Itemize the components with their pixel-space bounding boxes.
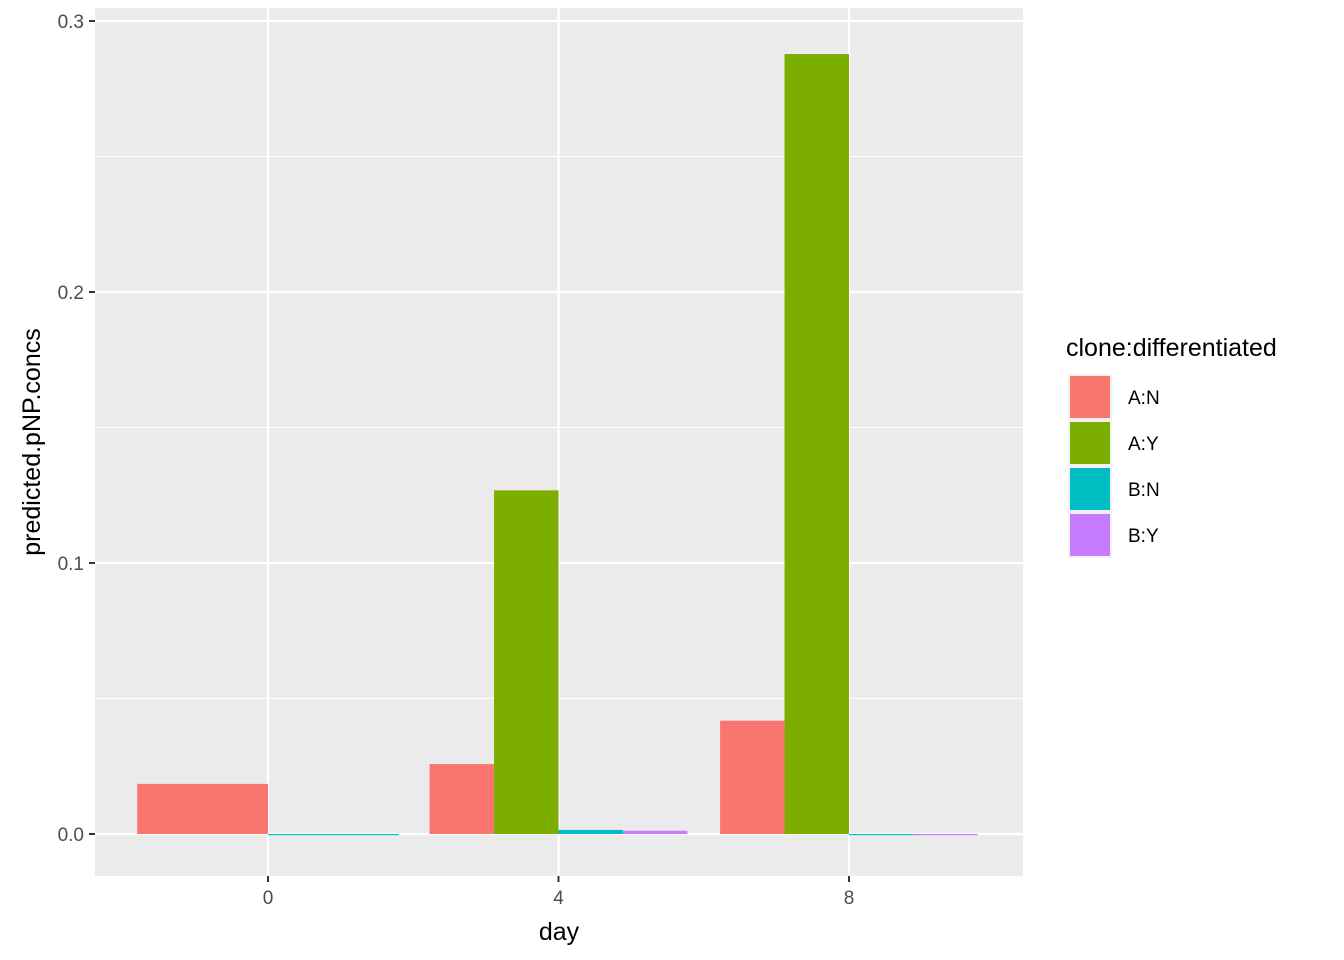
y-axis-title: predicted.pNP.concs — [18, 328, 46, 555]
legend-swatch — [1070, 376, 1110, 418]
bar-AN-day0 — [137, 783, 268, 834]
y-tick-label: 0.3 — [58, 12, 84, 33]
legend-swatch — [1070, 514, 1110, 556]
legend-swatch — [1070, 422, 1110, 464]
legend-swatch — [1070, 468, 1110, 510]
legend-label: A:N — [1128, 388, 1160, 409]
bar-BN-day4 — [558, 829, 623, 834]
bars — [137, 54, 978, 836]
y-tick-label: 0.2 — [58, 283, 84, 304]
bar-BN-day8 — [849, 834, 914, 836]
legend-label: A:Y — [1128, 434, 1159, 455]
y-axis: 0.0 0.1 0.2 0.3 — [58, 12, 95, 846]
y-tick-label: 0.1 — [58, 554, 84, 575]
x-tick-label: 8 — [844, 888, 855, 909]
legend: clone:differentiated A:N A:Y B:N B:Y — [1066, 334, 1277, 558]
x-tick-label: 0 — [263, 888, 274, 909]
bar-BY-day8 — [913, 834, 978, 836]
y-tick-label: 0.0 — [58, 825, 84, 846]
legend-title: clone:differentiated — [1066, 334, 1277, 362]
bar-AN-day8 — [720, 720, 785, 834]
bar-BN-day0 — [268, 834, 399, 836]
bar-BY-day4 — [622, 830, 688, 834]
bar-AY-day8 — [784, 54, 849, 834]
x-axis-title: day — [539, 918, 580, 946]
legend-label: B:N — [1128, 480, 1160, 501]
bar-AN-day4 — [429, 764, 495, 834]
bar-AY-day4 — [494, 490, 559, 834]
legend-label: B:Y — [1128, 526, 1159, 547]
x-tick-label: 4 — [553, 888, 564, 909]
x-axis: 0 4 8 — [263, 876, 855, 909]
